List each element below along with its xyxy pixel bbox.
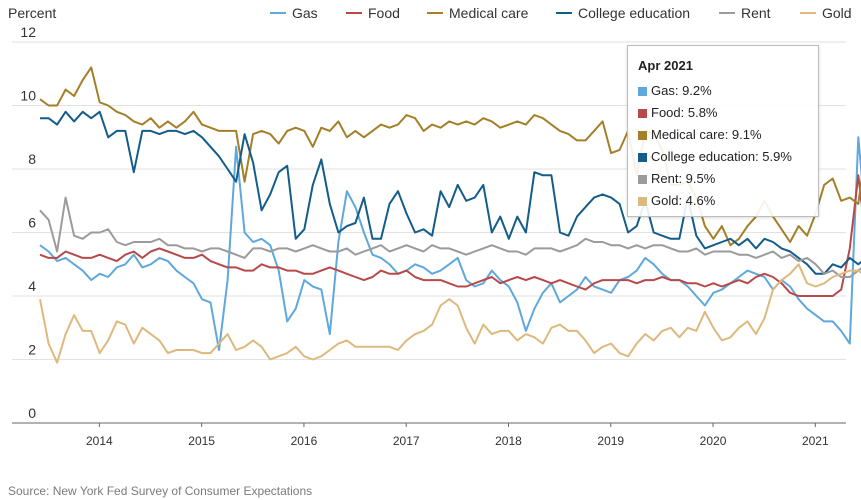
y-tick-label: 4 [28,278,36,294]
series-line-gold[interactable] [39,263,861,364]
tooltip-title: Apr 2021 [638,58,693,73]
tooltip-value: Gold: 4.6% [651,193,716,208]
y-tick-label: 10 [20,88,36,104]
grid-lines [12,41,846,424]
legend-label: Gold [822,5,852,21]
tooltip-swatch [638,109,647,118]
tooltip-swatch [638,131,647,140]
tooltip-value: Rent: 9.5% [651,171,716,186]
tooltip-value: Medical care: 9.1% [651,127,762,142]
tooltip-value: College education: 5.9% [651,149,792,164]
tooltip-row: Food: 5.8% [638,105,718,120]
series-line-gas[interactable] [39,109,861,351]
x-axis-ticks: 2014 2015 2016 2017 2018 2019 2020 2021 [86,423,829,448]
series-line-college-education[interactable] [40,110,861,275]
legend-label: Gas [292,5,318,21]
tooltip-swatch [638,175,647,184]
x-tick-label: 2015 [188,434,215,448]
legend-label: Food [368,5,400,21]
series-lines[interactable] [39,66,861,364]
legend-item-rent[interactable]: Rent [719,5,771,21]
tooltip-row: Gold: 4.6% [638,193,715,208]
x-tick-label: 2021 [802,434,829,448]
x-tick-label: 2017 [393,434,420,448]
series-line-rent[interactable] [39,121,861,278]
legend-item-food[interactable]: Food [346,5,400,21]
tooltip-row: College education: 5.9% [638,149,792,164]
y-tick-label: 6 [28,215,36,231]
legend-label: College education [578,5,690,21]
tooltip-row: Gas: 9.2% [638,83,712,98]
x-tick-label: 2016 [291,434,318,448]
series-line-medical-care[interactable] [39,66,861,247]
legend-item-gold[interactable]: Gold [800,5,852,21]
legend-label: Medical care [449,5,529,21]
tooltip-swatch [638,153,647,162]
y-tick-label: 2 [28,342,36,358]
source-note: Source: New York Fed Survey of Consumer … [8,484,313,498]
x-tick-label: 2014 [86,434,113,448]
legend-item-gas[interactable]: Gas [270,5,318,21]
y-tick-label: 0 [28,405,36,421]
x-tick-label: 2019 [597,434,624,448]
y-axis-ticks: 0 2 4 6 8 10 12 [20,24,36,421]
tooltip-row: Medical care: 9.1% [638,127,762,142]
legend[interactable]: Gas Food Medical care College education Rent… [270,5,852,21]
tooltip-swatch [638,87,647,96]
y-axis-label: Percent [8,5,56,21]
tooltip-row: Rent: 9.5% [638,171,715,186]
legend-item-medical-care[interactable]: Medical care [427,5,529,21]
tooltip-value: Food: 5.8% [651,105,718,120]
x-tick-label: 2020 [700,434,727,448]
hover-tooltip: Apr 2021 Gas: 9.2% Food: 5.8% Medical care… [627,45,819,217]
tooltip-value: Gas: 9.2% [651,83,712,98]
legend-item-college-education[interactable]: College education [556,5,690,21]
x-tick-label: 2018 [495,434,522,448]
tooltip-swatch [638,197,647,206]
y-tick-label: 8 [28,151,36,167]
y-tick-label: 12 [20,24,36,40]
legend-label: Rent [741,5,771,21]
series-line-food[interactable] [39,174,861,297]
